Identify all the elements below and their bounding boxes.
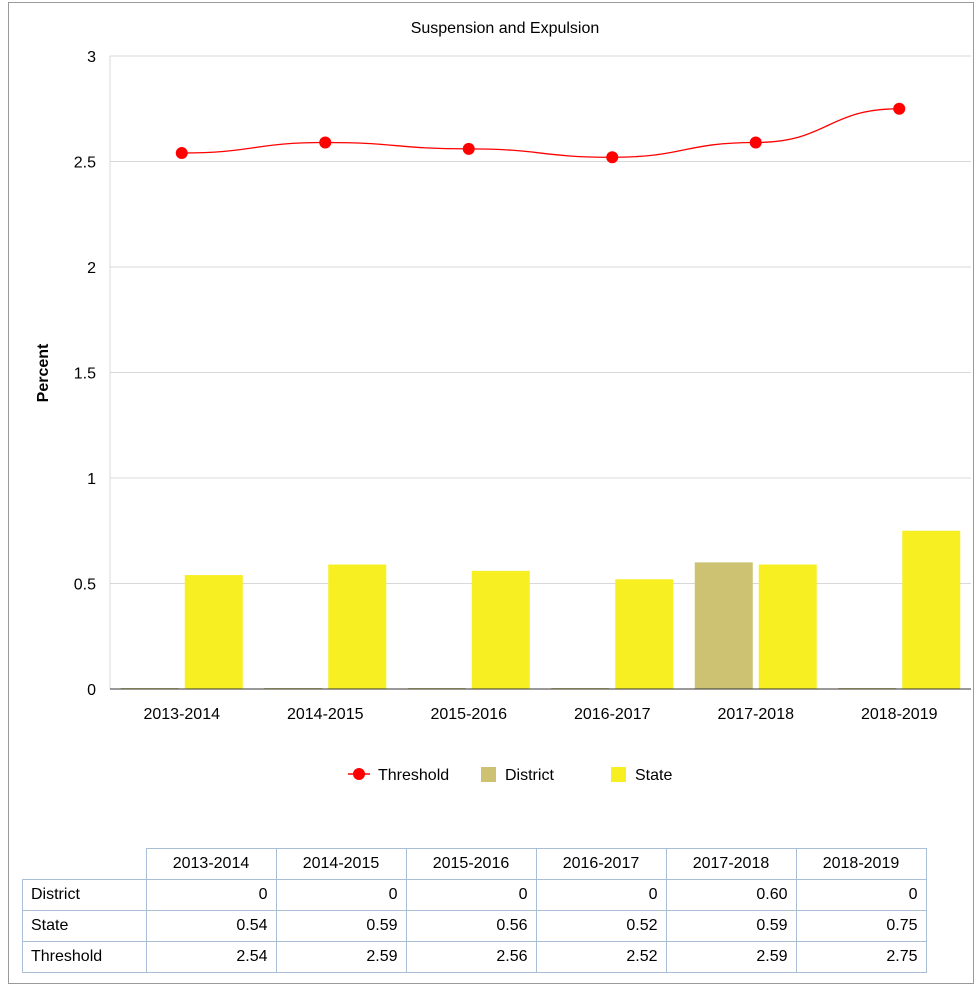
- y-tick-labels: 0 0.5 1 1.5 2 2.5 3: [74, 49, 96, 699]
- threshold-line: [181, 108, 900, 158]
- table-cell: 0: [145, 879, 277, 911]
- table-header-cell: 2017-2018: [665, 848, 797, 880]
- chart-frame: [8, 2, 974, 984]
- table-row-label: Threshold: [22, 941, 147, 973]
- threshold-point: [606, 151, 619, 164]
- table-row: District 0 0 0 0 0.60 0: [22, 879, 927, 911]
- bar-state: [758, 564, 817, 689]
- table-row: Threshold 2.54 2.59 2.56 2.52 2.59 2.75: [22, 941, 927, 973]
- data-table: 2013-2014 2014-2015 2015-2016 2016-2017 …: [22, 848, 927, 973]
- grid-lines: [109, 55, 971, 689]
- table-row: State 0.54 0.59 0.56 0.52 0.59 0.75: [22, 910, 927, 942]
- legend-threshold-dot-icon: [353, 768, 365, 780]
- table-cell: 2.52: [535, 941, 667, 973]
- y-tick-label: 0.5: [74, 577, 96, 594]
- chart-title: Suspension and Expulsion: [411, 20, 600, 37]
- table-cell: 0.60: [665, 879, 797, 911]
- legend-threshold-label: Threshold: [378, 767, 449, 784]
- x-tick-label: 2015-2016: [430, 706, 507, 723]
- table-row-label: District: [22, 879, 147, 911]
- bar-series: [120, 530, 961, 689]
- y-tick-label: 0: [87, 682, 96, 699]
- y-tick-label: 1: [87, 471, 96, 488]
- legend-state-square-icon: [611, 767, 626, 782]
- y-tick-label: 2: [87, 260, 96, 277]
- table-cell: 0: [795, 879, 927, 911]
- bar-state: [328, 564, 387, 689]
- table-cell: 0: [275, 879, 407, 911]
- table-cell: 0: [535, 879, 667, 911]
- bar-state: [471, 570, 530, 689]
- table-cell: 0: [405, 879, 537, 911]
- table-cell: 2.59: [665, 941, 797, 973]
- table-cell: 0.59: [665, 910, 797, 942]
- legend: Threshold District State: [348, 767, 672, 784]
- x-tick-label: 2018-2019: [861, 706, 938, 723]
- bar-state: [902, 530, 961, 689]
- bar-state: [184, 575, 243, 689]
- y-axis-label: Percent: [35, 343, 52, 402]
- y-tick-label: 1.5: [74, 366, 96, 383]
- x-tick-label: 2014-2015: [287, 706, 364, 723]
- table-corner-cell: [22, 848, 147, 880]
- bar-state: [615, 579, 674, 689]
- threshold-point: [893, 102, 906, 115]
- table-cell: 0.52: [535, 910, 667, 942]
- table-cell: 0.56: [405, 910, 537, 942]
- y-tick-label: 2.5: [74, 155, 96, 172]
- table-cell: 0.75: [795, 910, 927, 942]
- threshold-point: [175, 147, 188, 160]
- x-tick-label: 2016-2017: [574, 706, 651, 723]
- chart-svg: Suspension and Expulsion Percent 0 0.5 1 1.…: [35, 20, 971, 784]
- y-tick-label: 3: [87, 49, 96, 66]
- table-cell: 0.54: [145, 910, 277, 942]
- legend-state-label: State: [635, 767, 672, 784]
- threshold-point: [319, 136, 332, 149]
- threshold-line-series: [175, 102, 906, 164]
- x-tick-label: 2017-2018: [717, 706, 794, 723]
- x-tick-labels: 2013-2014 2014-2015 2015-2016 2016-2017 2017…: [143, 706, 937, 723]
- table-header-cell: 2016-2017: [535, 848, 667, 880]
- x-tick-label: 2013-2014: [143, 706, 220, 723]
- table-header-cell: 2015-2016: [405, 848, 537, 880]
- table-cell: 2.59: [275, 941, 407, 973]
- table-cell: 2.56: [405, 941, 537, 973]
- table-row-label: State: [22, 910, 147, 942]
- table-cell: 0.59: [275, 910, 407, 942]
- bar-district: [694, 562, 753, 689]
- table-header-cell: 2013-2014: [145, 848, 277, 880]
- table-header-cell: 2014-2015: [275, 848, 407, 880]
- legend-district-square-icon: [481, 767, 496, 782]
- threshold-point: [749, 136, 762, 149]
- legend-district-label: District: [505, 767, 554, 784]
- threshold-point: [462, 142, 475, 155]
- table-header-cell: 2018-2019: [795, 848, 927, 880]
- table-header-row: 2013-2014 2014-2015 2015-2016 2016-2017 …: [22, 848, 927, 880]
- table-cell: 2.75: [795, 941, 927, 973]
- table-cell: 2.54: [145, 941, 277, 973]
